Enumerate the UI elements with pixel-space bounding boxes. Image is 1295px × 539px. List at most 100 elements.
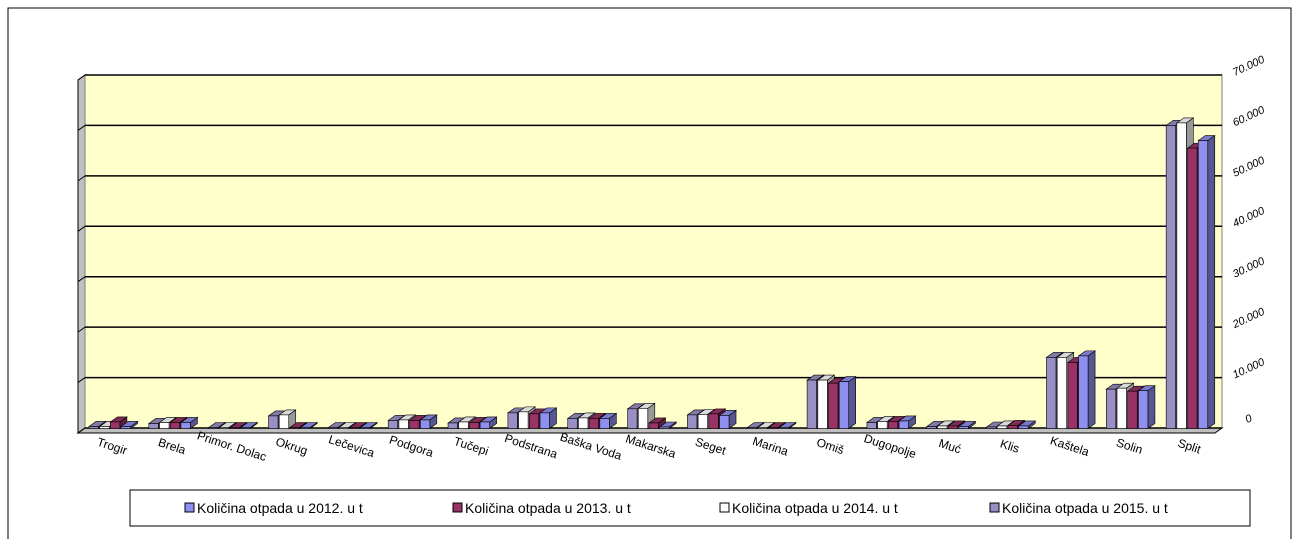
grid-line-side xyxy=(77,125,86,131)
bar xyxy=(567,418,578,429)
bar-side xyxy=(1087,350,1096,430)
legend-label: Količina otpada u 2014. u t xyxy=(732,500,898,516)
bar-side xyxy=(848,376,857,430)
back-wall xyxy=(84,74,1223,429)
bar xyxy=(888,421,899,429)
x-tick-label: Muć xyxy=(937,436,963,456)
side-wall xyxy=(77,74,86,434)
bar xyxy=(1078,355,1089,429)
bar xyxy=(479,421,490,429)
bar xyxy=(398,419,409,429)
bar xyxy=(447,422,458,429)
bar xyxy=(648,422,659,429)
bar xyxy=(409,420,420,429)
bar xyxy=(779,427,790,429)
bar-side xyxy=(1147,385,1156,430)
bar xyxy=(588,418,599,429)
legend-label: Količina otpada u 2012. u t xyxy=(197,500,363,516)
bar xyxy=(180,422,191,429)
bar xyxy=(169,422,181,429)
bar xyxy=(1176,122,1187,429)
bar xyxy=(208,427,219,429)
bar xyxy=(528,413,540,429)
bar xyxy=(746,427,758,429)
bar xyxy=(387,420,399,429)
bar xyxy=(88,426,99,429)
bar xyxy=(806,379,817,429)
grid-line-side xyxy=(77,175,86,182)
bar xyxy=(599,418,610,429)
bar xyxy=(458,421,469,429)
bar xyxy=(1197,140,1209,429)
bar xyxy=(1067,362,1078,429)
grid-line-side xyxy=(77,276,86,283)
bar xyxy=(578,417,589,429)
legend-label: Količina otpada u 2015. u t xyxy=(1002,500,1168,516)
bar xyxy=(1007,425,1018,429)
y-tick-label: 0 xyxy=(1243,412,1254,426)
legend-swatch xyxy=(719,502,730,513)
legend-label: Količina otpada u 2013. u t xyxy=(465,500,631,516)
grid-line-side xyxy=(77,427,86,434)
bar xyxy=(719,415,730,429)
bar xyxy=(1046,357,1057,429)
bar xyxy=(828,382,839,429)
bar xyxy=(1106,388,1117,429)
bar xyxy=(627,408,638,429)
bar xyxy=(1165,125,1176,429)
bar xyxy=(159,422,170,429)
bar xyxy=(268,415,279,429)
bar xyxy=(1127,390,1138,429)
bar xyxy=(360,427,371,429)
bar xyxy=(659,426,670,429)
bar xyxy=(866,422,877,429)
bar xyxy=(219,427,230,429)
legend-swatch xyxy=(989,502,1000,513)
bar xyxy=(110,421,121,429)
bar xyxy=(926,426,937,429)
bar xyxy=(99,426,110,429)
grid-line-side xyxy=(77,377,86,383)
bar xyxy=(420,419,431,429)
bar xyxy=(637,408,649,429)
bar xyxy=(289,427,300,429)
legend-box xyxy=(129,489,1251,527)
bar xyxy=(1018,425,1029,429)
bar xyxy=(120,426,131,429)
bar xyxy=(757,427,768,429)
legend-swatch xyxy=(452,502,463,513)
bar xyxy=(1056,357,1067,429)
grid-line-side xyxy=(77,225,86,232)
bar xyxy=(697,414,708,429)
bar xyxy=(708,413,719,429)
bar xyxy=(148,423,159,429)
grid-line-side xyxy=(77,74,86,81)
bar xyxy=(518,411,529,429)
bar xyxy=(338,427,349,429)
bar xyxy=(469,422,480,429)
bar xyxy=(300,427,311,429)
bar xyxy=(986,426,997,429)
x-tick-label: Klis xyxy=(998,437,1021,456)
bar xyxy=(1187,147,1198,429)
bar xyxy=(507,412,518,429)
bar xyxy=(278,414,290,429)
bar xyxy=(328,427,339,429)
bar xyxy=(817,379,828,429)
bar xyxy=(997,425,1008,429)
bar-side xyxy=(1207,134,1216,430)
bar xyxy=(240,427,251,429)
bar xyxy=(349,427,360,429)
bar xyxy=(229,427,240,429)
bar xyxy=(539,412,550,429)
legend-swatch xyxy=(184,502,195,513)
bar xyxy=(838,381,850,429)
bar xyxy=(958,426,969,429)
grid-line-side xyxy=(77,326,86,333)
bar xyxy=(768,427,779,429)
bar xyxy=(1138,390,1149,429)
bar xyxy=(898,420,909,429)
bar xyxy=(877,421,888,429)
bar xyxy=(687,414,698,429)
